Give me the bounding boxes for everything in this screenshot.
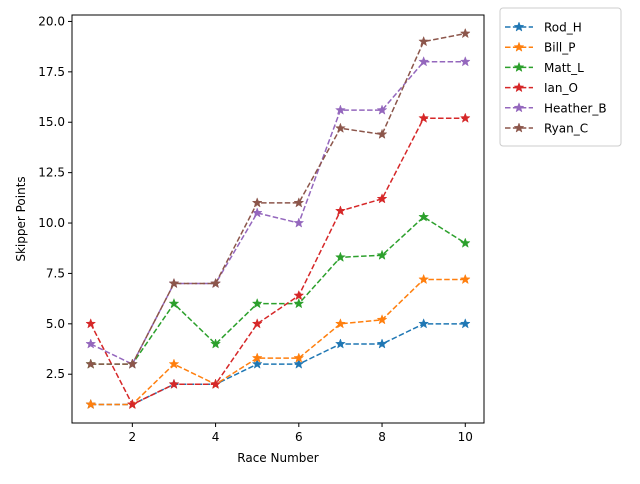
data-point — [210, 378, 222, 389]
legend-item: Heather_B — [505, 101, 607, 115]
data-point — [126, 398, 138, 410]
legend-label: Rod_H — [544, 21, 582, 35]
data-point — [168, 358, 180, 369]
data-point — [85, 318, 97, 329]
data-point — [334, 122, 346, 133]
series-line — [90, 117, 466, 406]
data-point — [293, 297, 305, 309]
legend-marker — [513, 122, 525, 133]
series-Ian_O — [85, 112, 471, 410]
legend-item: Rod_H — [505, 21, 582, 35]
data-point — [85, 338, 97, 349]
data-point — [293, 358, 305, 369]
series-line — [90, 216, 466, 365]
y-tick-label: 15.0 — [38, 115, 65, 129]
series-Ryan_C — [85, 27, 471, 369]
series-Heather_B — [85, 56, 471, 369]
x-tick-label: 6 — [295, 430, 303, 444]
data-point — [376, 128, 388, 139]
data-point — [334, 318, 346, 329]
x-tick-label: 8 — [378, 430, 386, 444]
data-point — [251, 197, 263, 208]
data-point — [418, 35, 430, 47]
data-point — [459, 56, 471, 67]
data-point — [418, 318, 430, 329]
data-point — [168, 277, 180, 289]
data-point — [293, 352, 305, 363]
plot-frame — [71, 14, 485, 424]
data-point — [293, 197, 305, 208]
data-point — [168, 297, 180, 309]
legend-label: Ryan_C — [544, 122, 588, 136]
legend-label: Matt_L — [544, 61, 584, 75]
data-point — [418, 112, 430, 123]
y-tick-label: 12.5 — [38, 166, 65, 180]
data-point — [251, 358, 263, 369]
legend-marker — [513, 21, 525, 32]
data-point — [376, 249, 388, 260]
data-point — [376, 338, 388, 349]
data-point — [334, 251, 346, 262]
data-point — [334, 205, 346, 216]
series-layer — [85, 27, 471, 410]
y-tick-label: 10.0 — [38, 216, 65, 230]
data-point — [334, 338, 346, 349]
legend-marker — [513, 41, 525, 52]
data-point — [85, 398, 97, 410]
data-point — [251, 352, 263, 363]
data-point — [210, 277, 222, 289]
data-point — [251, 318, 263, 329]
data-point — [459, 318, 471, 329]
data-point — [459, 237, 471, 248]
y-axis: 2.5 5.0 7.5 10.0 12.5 15.0 17.5 20.0 — [38, 14, 72, 381]
legend-marker — [513, 102, 525, 113]
legend-frame — [499, 7, 622, 147]
data-point — [334, 104, 346, 115]
data-point — [85, 358, 97, 369]
data-point — [210, 338, 222, 349]
legend-marker — [513, 81, 525, 93]
data-point — [293, 289, 305, 301]
series-line — [90, 32, 466, 365]
legend-item: Matt_L — [505, 61, 584, 75]
x-tick-label: 10 — [458, 430, 473, 444]
data-point — [293, 217, 305, 228]
data-point — [418, 273, 430, 285]
data-point — [376, 193, 388, 204]
series-line — [90, 61, 466, 366]
data-point — [376, 314, 388, 325]
x-tick-label: 4 — [212, 430, 220, 444]
legend-label: Bill_P — [544, 41, 575, 55]
series-Rod_H — [85, 318, 471, 410]
x-axis: 2 4 6 8 10 — [129, 423, 473, 444]
legend: Rod_H Bill_P Matt_L Ian_O Heather_B Ryan_C — [499, 7, 622, 147]
legend-item: Ryan_C — [505, 122, 588, 136]
legend-item: Bill_P — [505, 41, 575, 55]
data-point — [459, 112, 471, 123]
data-point — [126, 358, 138, 369]
data-point — [459, 273, 471, 285]
y-tick-label: 2.5 — [46, 367, 65, 381]
data-point — [459, 27, 471, 39]
series-line — [90, 278, 466, 406]
x-tick-label: 2 — [129, 430, 137, 444]
y-tick-label: 17.5 — [38, 65, 65, 79]
y-tick-label: 7.5 — [46, 266, 65, 280]
data-point — [376, 104, 388, 115]
data-point — [418, 211, 430, 222]
y-tick-label: 20.0 — [38, 14, 65, 28]
y-tick-label: 5.0 — [46, 317, 65, 331]
data-point — [168, 378, 180, 389]
y-axis-label: Skipper Points — [14, 176, 28, 261]
legend-item: Ian_O — [505, 81, 578, 95]
data-point — [418, 56, 430, 67]
data-point — [251, 297, 263, 309]
legend-label: Heather_B — [544, 101, 607, 115]
x-axis-label: Race Number — [237, 451, 318, 465]
legend-marker — [513, 61, 525, 73]
legend-label: Ian_O — [544, 81, 578, 95]
